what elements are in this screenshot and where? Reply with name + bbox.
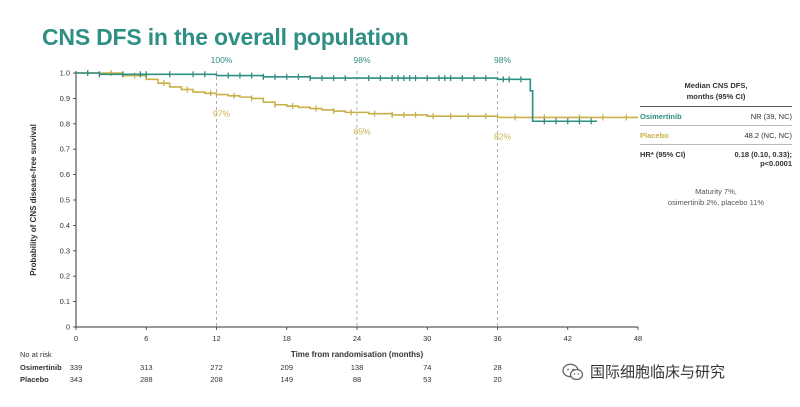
y-tick-label: 1.0 <box>60 69 70 78</box>
median-legend-box: Median CNS DFS, months (95% CI) Osimerti… <box>640 80 792 208</box>
legend-row-hr: HR* (95% CI) 0.18 (0.10, 0.33); p<0.0001 <box>640 145 792 172</box>
risk-row-label-osimertinib: Osimertinib <box>20 363 62 372</box>
landmark-label-placebo: 97% <box>213 109 230 119</box>
y-axis-title: Probability of CNS disease-free survival <box>29 124 38 276</box>
axes: 0 0.1 0.2 0.3 0.4 0.5 0.6 0.7 0.8 0.9 1.0 0 6 12 18 24 3… <box>29 69 642 360</box>
x-tick-label: 12 <box>212 334 220 343</box>
x-tick-label: 36 <box>493 334 501 343</box>
y-tick-label: 0.4 <box>60 221 70 230</box>
y-tick-label: 0.9 <box>60 94 70 103</box>
risk-table-header: No at risk <box>20 350 52 359</box>
y-tick-label: 0 <box>66 323 70 332</box>
y-tick-label: 0.7 <box>60 145 70 154</box>
watermark-text: 国际细胞临床与研究 <box>590 364 726 381</box>
risk-value-placebo: 208 <box>210 375 223 384</box>
page-title: CNS DFS in the overall population <box>42 24 409 50</box>
risk-value-placebo: 88 <box>353 375 361 384</box>
y-tick-label: 0.3 <box>60 246 70 255</box>
legend-label-osimertinib: Osimertinib <box>640 112 682 121</box>
legend-header: Median CNS DFS, months (95% CI) <box>640 80 792 107</box>
x-tick-label: 18 <box>283 334 291 343</box>
landmark-label-osimertinib: 100% <box>211 55 233 65</box>
legend-label-hr: HR* (95% CI) <box>640 150 686 159</box>
risk-value-placebo: 149 <box>280 375 293 384</box>
legend-value-osimertinib: NR (39, NC) <box>750 112 792 121</box>
y-tick-label: 0.1 <box>60 297 70 306</box>
maturity-note: Maturity 7%, osimertinib 2%, placebo 11% <box>667 187 765 207</box>
risk-value-osimertinib: 339 <box>70 363 83 372</box>
legend-value-hr: 0.18 (0.10, 0.33); p<0.0001 <box>734 150 792 168</box>
risk-table: No at risk Osimertinib 339 313 272 209 138 74 28… <box>20 350 502 384</box>
wechat-icon <box>562 363 584 380</box>
survival-curves: 100% 98% 98% 97% 85% 82% <box>76 55 638 141</box>
x-tick-label: 30 <box>423 334 431 343</box>
landmark-label-osimertinib: 98% <box>353 55 370 65</box>
risk-value-placebo: 343 <box>70 375 83 384</box>
watermark: 国际细胞临床与研究 <box>562 361 725 382</box>
risk-value-placebo: 288 <box>140 375 153 384</box>
risk-row-label-placebo: Placebo <box>20 375 49 384</box>
x-axis-title: Time from randomisation (months) <box>291 350 424 359</box>
y-tick-label: 0.8 <box>60 119 70 128</box>
risk-value-placebo: 53 <box>423 375 431 384</box>
risk-value-osimertinib: 74 <box>423 363 431 372</box>
risk-value-osimertinib: 138 <box>351 363 364 372</box>
risk-value-osimertinib: 272 <box>210 363 223 372</box>
x-tick-label: 0 <box>74 334 78 343</box>
landmark-label-osimertinib: 98% <box>494 55 511 65</box>
reference-lines <box>216 71 498 327</box>
legend-row-osimertinib: Osimertinib NR (39, NC) <box>640 107 792 126</box>
x-tick-label: 24 <box>353 334 361 343</box>
legend-value-placebo: 48.2 (NC, NC) <box>744 131 792 140</box>
legend-row-placebo: Placebo 48.2 (NC, NC) <box>640 126 792 145</box>
x-tick-label: 48 <box>634 334 642 343</box>
landmark-label-placebo: 82% <box>494 131 511 141</box>
risk-value-osimertinib: 209 <box>280 363 293 372</box>
x-tick-label: 6 <box>144 334 148 343</box>
y-tick-label: 0.2 <box>60 272 70 281</box>
series-line-osimertinib <box>76 72 598 123</box>
risk-value-osimertinib: 28 <box>493 363 501 372</box>
series-line-placebo <box>76 72 638 119</box>
y-tick-label: 0.5 <box>60 196 70 205</box>
legend-label-placebo: Placebo <box>640 131 669 140</box>
landmark-label-placebo: 85% <box>353 126 370 136</box>
x-tick-label: 42 <box>564 334 572 343</box>
y-tick-label: 0.6 <box>60 170 70 179</box>
risk-value-placebo: 20 <box>493 375 501 384</box>
risk-value-osimertinib: 313 <box>140 363 153 372</box>
